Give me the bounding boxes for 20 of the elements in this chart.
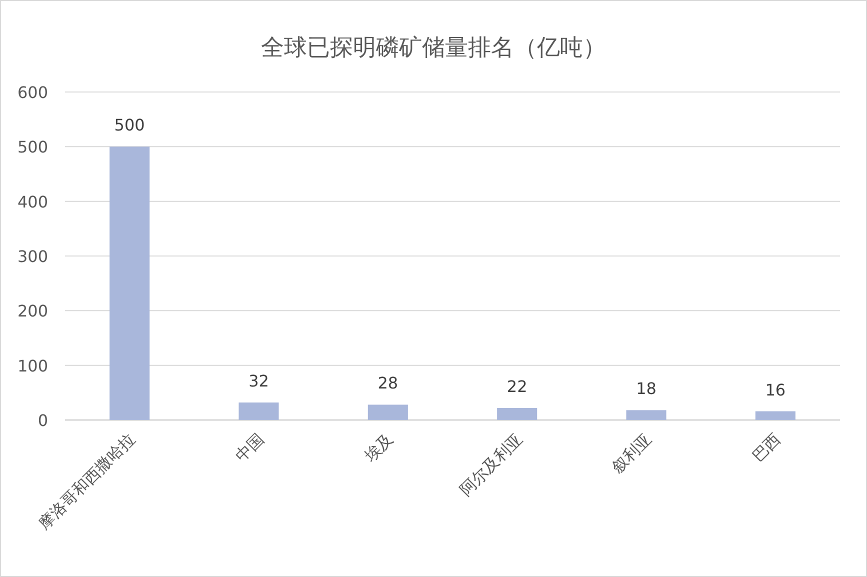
y-tick-label: 600 xyxy=(17,83,48,102)
x-tick-label: 埃及 xyxy=(360,429,397,466)
data-label: 16 xyxy=(765,380,786,400)
x-tick-label: 阿尔及利亚 xyxy=(456,429,526,500)
data-label: 32 xyxy=(248,372,269,391)
data-label: 500 xyxy=(114,116,145,135)
y-tick-label: 200 xyxy=(17,302,48,321)
y-tick-label: 100 xyxy=(17,356,48,376)
x-tick-label: 摩洛哥和西撒哈拉 xyxy=(34,429,138,534)
title: 全球已探明磷矿储量排名（亿吨） xyxy=(261,35,606,61)
y-tick-label: 0 xyxy=(38,411,48,430)
x-tick-label: 中国 xyxy=(232,429,268,466)
data-label: 18 xyxy=(636,379,656,398)
data-label: 22 xyxy=(506,376,528,396)
y-tick-label: 300 xyxy=(17,247,48,266)
y-tick-label: 400 xyxy=(17,192,48,212)
data-label: 28 xyxy=(378,374,398,393)
y-tick-label: 500 xyxy=(17,138,48,157)
x-tick-label: 叙利亚 xyxy=(608,429,656,477)
x-tick-label: 巴西 xyxy=(748,429,784,466)
